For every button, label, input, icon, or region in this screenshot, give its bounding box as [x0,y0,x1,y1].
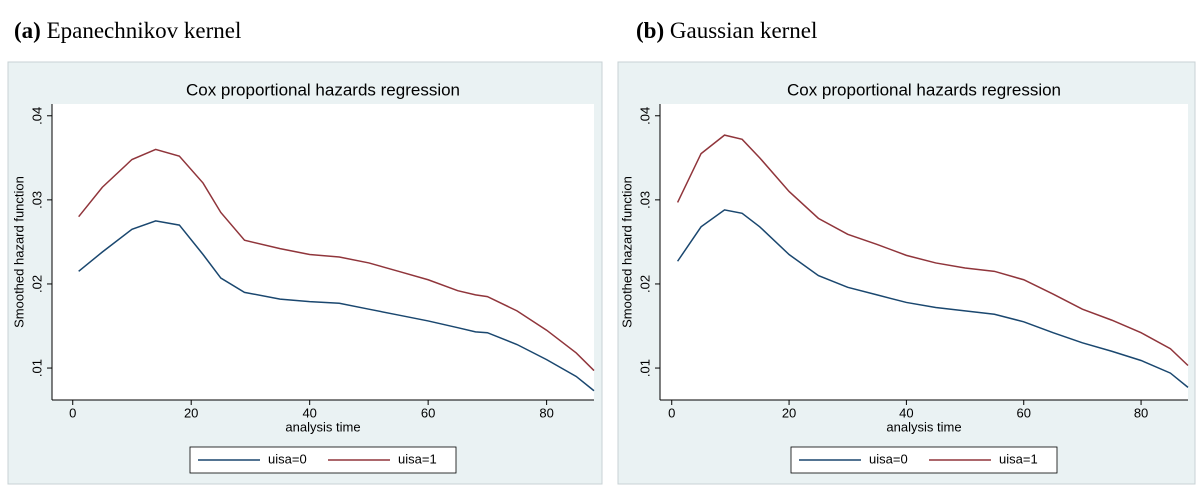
plot-area [660,104,1188,400]
x-tick-label: 20 [782,405,796,420]
legend-label: uisa=1 [398,451,437,466]
caption-text: Epanechnikov kernel [47,18,242,43]
panel-label: (a) [14,18,41,43]
legend-label: uisa=0 [268,451,307,466]
plot-area [52,104,594,400]
x-tick-label: 0 [668,405,675,420]
x-tick-label: 20 [184,405,198,420]
chart-title: Cox proportional hazards regression [787,80,1061,99]
y-tick-label: .04 [637,107,652,125]
y-axis-title: Smoothed hazard function [619,176,634,328]
x-tick-label: 0 [69,405,76,420]
x-tick-label: 40 [302,405,316,420]
panel-label: (b) [636,18,664,43]
y-tick-label: .02 [29,275,44,293]
y-tick-label: .02 [637,275,652,293]
caption: (b) Gaussian kernel [636,18,817,43]
caption: (a) Epanechnikov kernel [14,18,241,43]
y-tick-label: .01 [29,359,44,377]
legend-label: uisa=0 [869,451,908,466]
legend-label: uisa=1 [999,451,1038,466]
x-tick-label: 60 [1016,405,1030,420]
series-line [78,148,595,372]
x-axis-title: analysis time [285,419,360,434]
y-tick-label: .03 [637,191,652,209]
x-tick-label: 40 [899,405,913,420]
chart-panel: (b) Gaussian kernel Cox proportional haza… [617,18,1196,485]
series-line [676,134,1189,367]
y-axis-title: Smoothed hazard function [11,176,26,328]
series-line [78,220,595,392]
x-tick-label: 60 [421,405,435,420]
x-tick-label: 80 [1134,405,1148,420]
x-axis-title: analysis time [886,419,961,434]
y-tick-label: .04 [29,107,44,125]
y-tick-label: .03 [29,191,44,209]
series-line [676,209,1189,388]
caption-text: Gaussian kernel [670,18,818,43]
chart-title: Cox proportional hazards regression [186,80,460,99]
x-tick-label: 80 [539,405,553,420]
y-tick-label: .01 [637,359,652,377]
chart-panel: (a) Epanechnikov kernel Cox proportional … [7,18,603,485]
legend-box [790,446,1058,474]
